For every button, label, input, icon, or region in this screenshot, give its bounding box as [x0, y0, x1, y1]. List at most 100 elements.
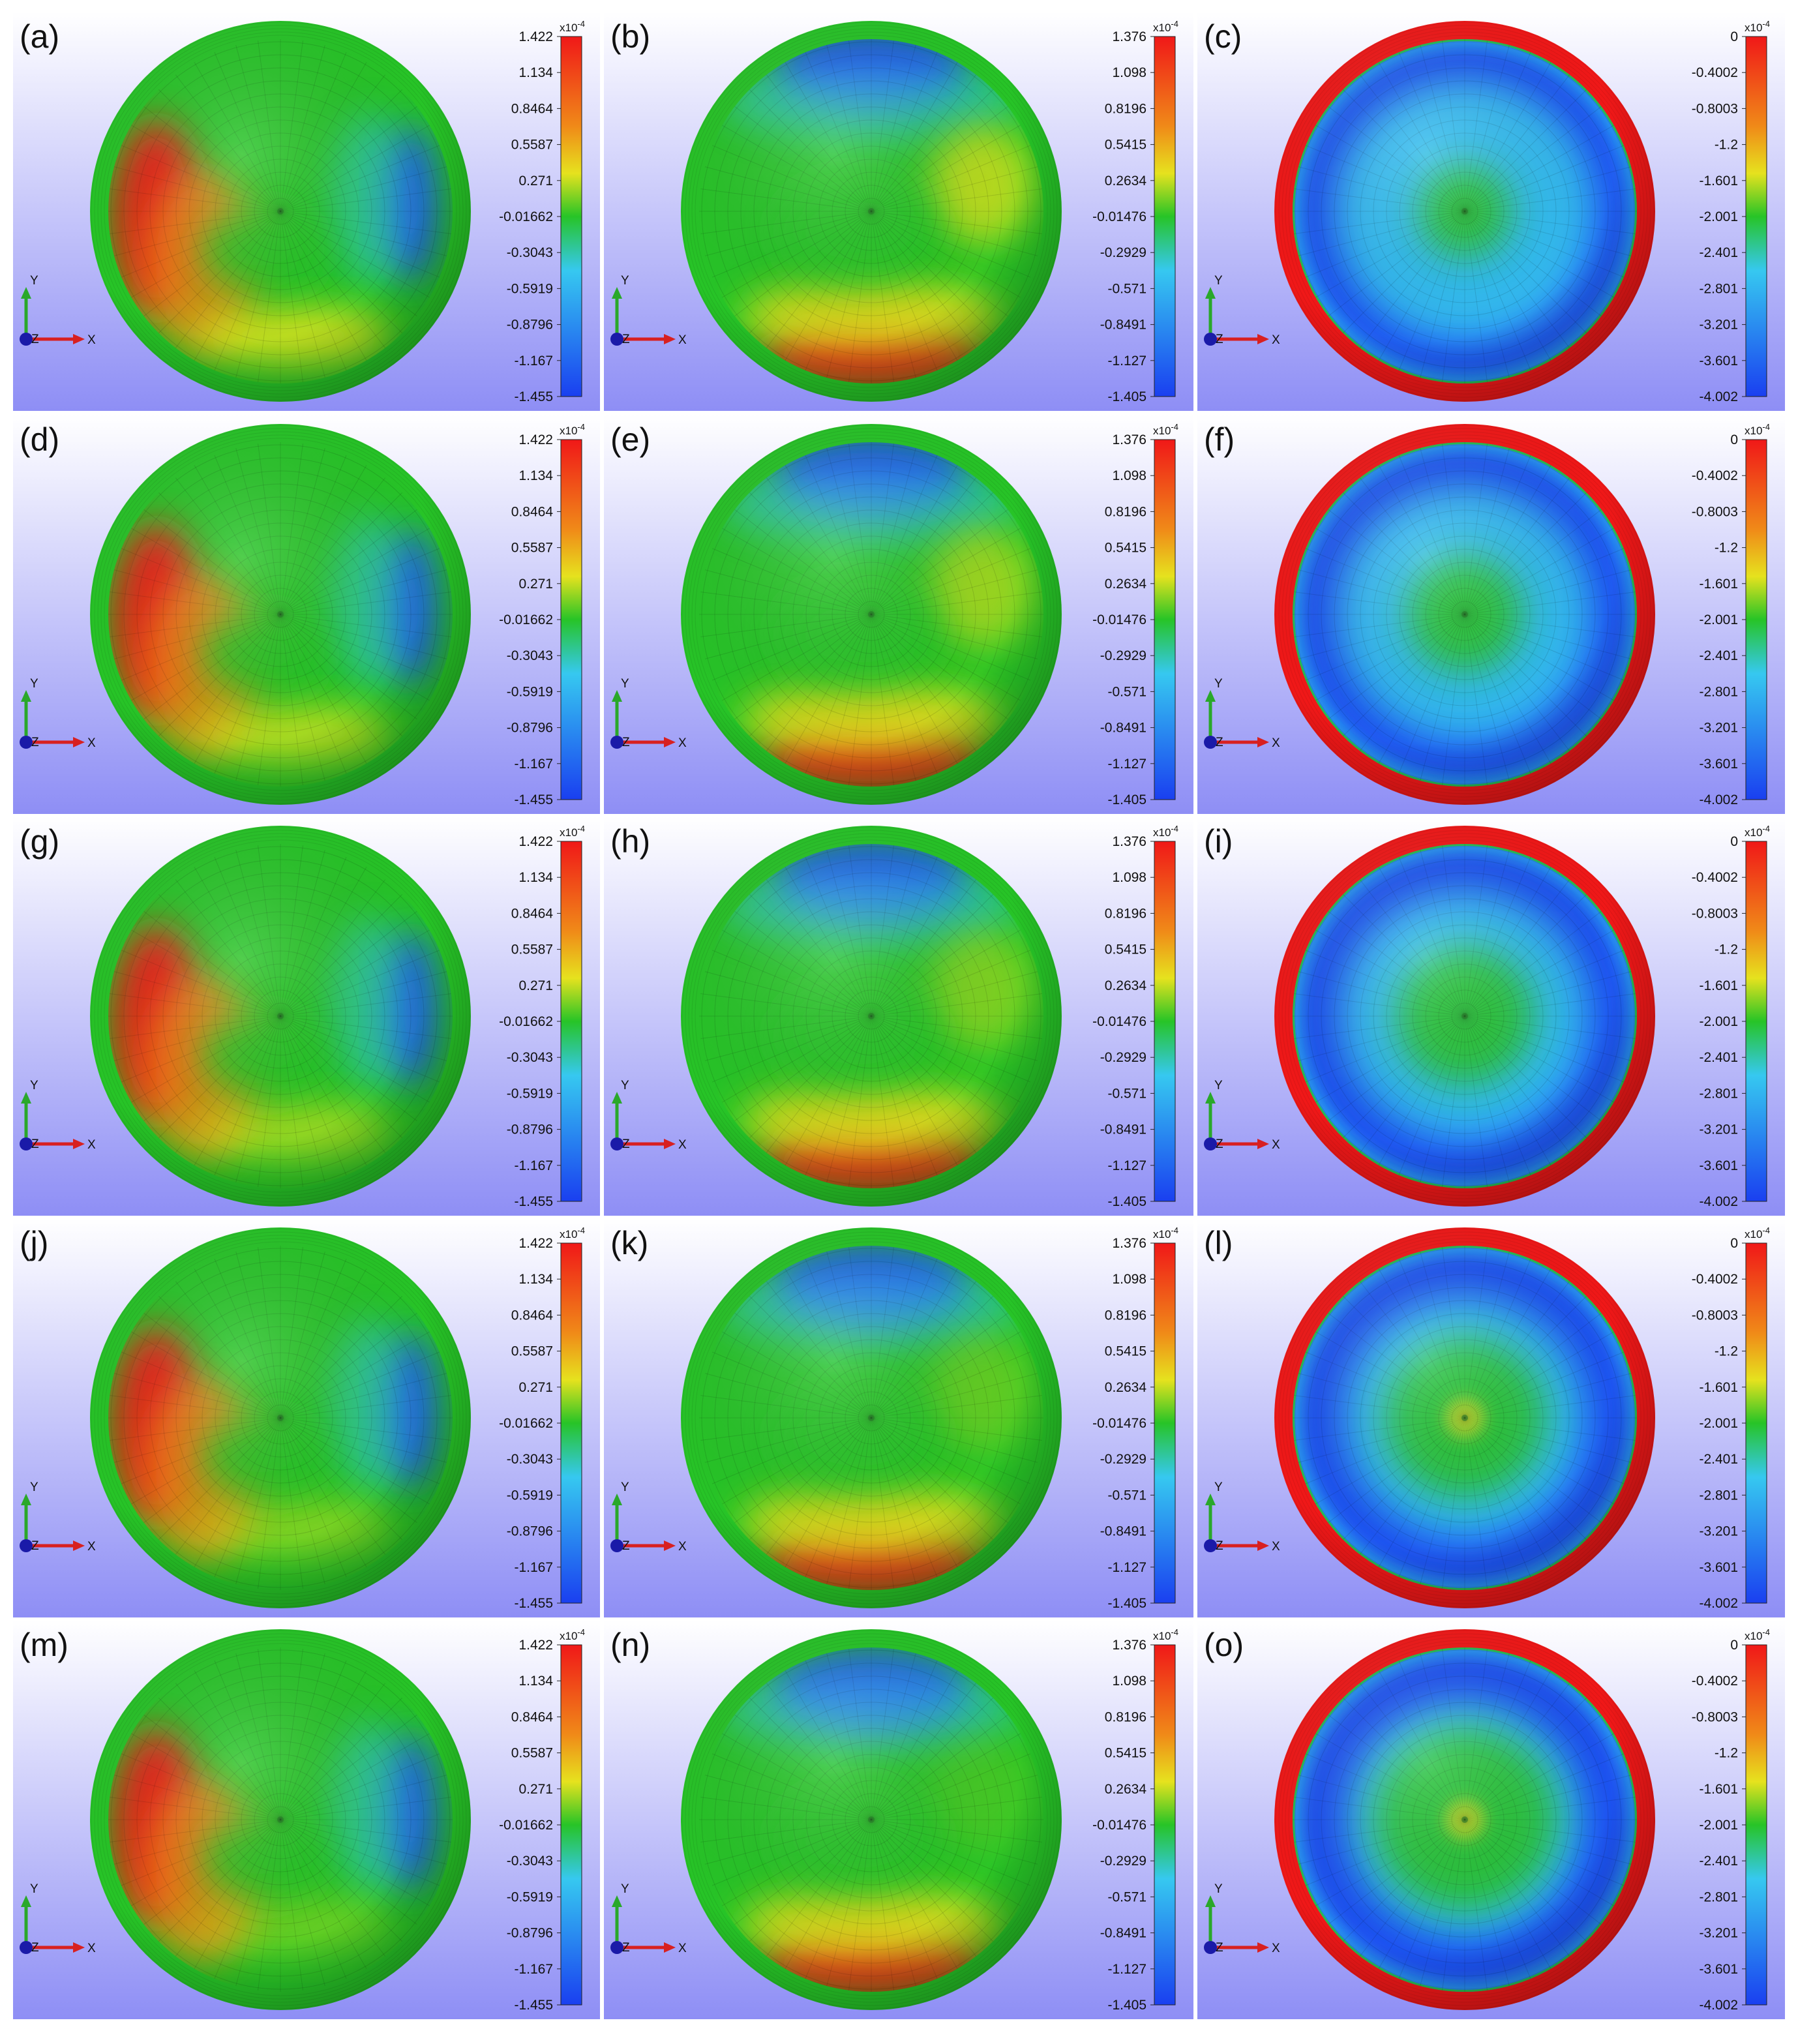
colorbar-tick-label: -2.001: [1699, 1818, 1738, 1833]
colorbar-tick-label: 0.8196: [1105, 1709, 1146, 1724]
colorbar-tick-label: 0.8464: [511, 101, 554, 116]
svg-text:X: X: [1272, 333, 1280, 347]
colorbar-tick-label: -0.2929: [1100, 1050, 1146, 1065]
svg-text:X: X: [1272, 736, 1280, 750]
svg-text:X: X: [678, 1540, 687, 1554]
colorbar-tick-label: 1.134: [518, 1272, 553, 1287]
panel-label: (e): [610, 421, 650, 458]
colorbar-tick-label: -4.002: [1699, 1596, 1738, 1611]
colorbar-tick-label: -1.601: [1699, 1380, 1738, 1395]
colorbar-tick-label: -1.455: [514, 389, 553, 404]
colorbar-exponent: x10-4: [1153, 19, 1178, 34]
panel-label: (m): [20, 1627, 68, 1663]
svg-text:Z: Z: [622, 736, 630, 749]
axis-triad: Y X Z: [610, 1079, 687, 1152]
panel-label: (f): [1204, 421, 1235, 458]
svg-text:Z: Z: [31, 1941, 39, 1955]
colorbar-exponent: x10-4: [560, 824, 585, 839]
svg-text:X: X: [87, 1540, 96, 1554]
colorbar-tick-label: -0.8491: [1100, 1122, 1146, 1137]
colorbar: x10-4 1.422 1.134 0.8464 0.5587 0.271 -0.01662…: [499, 824, 585, 1209]
svg-text:Z: Z: [622, 1539, 630, 1553]
colorbar-tick-label: -0.4002: [1692, 1674, 1738, 1689]
svg-text:X: X: [1272, 1138, 1280, 1152]
colorbar-tick-label: -0.5919: [507, 281, 553, 296]
colorbar-tick-label: -1.455: [514, 1998, 553, 2013]
colorbar: x10-4 1.376 1.098 0.8196 0.5415 0.2634 -0.0147…: [1092, 422, 1178, 807]
colorbar-tick-label: -1.455: [514, 792, 553, 807]
svg-text:X: X: [678, 333, 687, 347]
colorbar-exponent: x10-4: [1153, 422, 1178, 437]
colorbar-tick-label: -3.201: [1699, 318, 1738, 333]
colorbar-tick-label: 1.422: [518, 834, 553, 849]
colorbar-tick-label: 0.5415: [1105, 1746, 1146, 1761]
svg-text:Z: Z: [622, 1137, 630, 1151]
colorbar-tick-label: 1.376: [1112, 29, 1146, 44]
svg-text:X: X: [87, 1942, 96, 1955]
axis-triad: Y X Z: [20, 1882, 96, 1955]
colorbar-tick-label: 1.098: [1112, 870, 1146, 885]
colorbar-tick-label: -0.8003: [1692, 101, 1738, 116]
colorbar-tick-label: -1.2: [1715, 1746, 1738, 1761]
colorbar-tick-label: 1.098: [1112, 1674, 1146, 1689]
colorbar-tick-label: -0.01662: [499, 1014, 553, 1029]
colorbar-tick-label: -1.167: [514, 1962, 553, 1977]
colorbar-exponent: x10-4: [1153, 824, 1178, 839]
colorbar-tick-label: -1.601: [1699, 173, 1738, 188]
svg-text:Z: Z: [622, 1941, 630, 1955]
colorbar-exponent: x10-4: [560, 1225, 585, 1240]
axis-triad: Y X Z: [1204, 1480, 1280, 1554]
colorbar-tick-label: -1.2: [1715, 942, 1738, 957]
colorbar-tick-label: -2.001: [1699, 612, 1738, 627]
colorbar-tick-label: 0.271: [518, 1380, 553, 1395]
colorbar-tick-label: -0.8796: [507, 1122, 553, 1137]
colorbar-tick-label: 0.5587: [511, 541, 553, 556]
colorbar-tick-label: -1.455: [514, 1194, 553, 1209]
svg-text:Y: Y: [621, 1079, 629, 1092]
svg-text:Y: Y: [1214, 677, 1223, 691]
svg-text:Y: Y: [621, 1882, 629, 1896]
colorbar-exponent: x10-4: [1745, 824, 1770, 839]
colorbar-tick-label: 0.5415: [1105, 942, 1146, 957]
colorbar-exponent: x10-4: [1153, 1225, 1178, 1240]
colorbar-tick-label: -0.2929: [1100, 245, 1146, 260]
colorbar-tick-label: -0.3043: [507, 1452, 553, 1467]
colorbar-tick-label: 0.5415: [1105, 541, 1146, 556]
colorbar: x10-4 0 -0.4002 -0.8003 -1.2 -1.601 -2.001 -2.4…: [1692, 1627, 1770, 2013]
colorbar-tick-label: -0.8491: [1100, 721, 1146, 736]
axis-triad: Y X Z: [610, 1480, 687, 1554]
panel-label: (h): [610, 823, 650, 860]
colorbar-tick-label: 1.376: [1112, 1236, 1146, 1251]
colorbar-tick-label: -0.4002: [1692, 65, 1738, 80]
axis-triad: Y X Z: [1204, 677, 1280, 750]
colorbar-tick-label: -3.601: [1699, 1962, 1738, 1977]
colorbar-tick-label: -2.401: [1699, 245, 1738, 260]
colorbar-tick-label: -2.401: [1699, 1854, 1738, 1869]
colorbar-tick-label: 1.098: [1112, 468, 1146, 483]
svg-text:Z: Z: [1216, 736, 1223, 749]
colorbar-tick-label: 0.271: [518, 577, 553, 592]
colorbar-exponent: x10-4: [1153, 1627, 1178, 1642]
svg-text:Z: Z: [31, 736, 39, 749]
colorbar-tick-label: -2.801: [1699, 1889, 1738, 1904]
colorbar-tick-label: -1.601: [1699, 577, 1738, 592]
svg-text:Z: Z: [1216, 1539, 1223, 1553]
axis-triad: Y X Z: [1204, 1882, 1280, 1955]
colorbar-tick-label: -2.801: [1699, 1488, 1738, 1503]
colorbar: x10-4 0 -0.4002 -0.8003 -1.2 -1.601 -2.001 -2.4…: [1692, 1225, 1770, 1611]
svg-text:Z: Z: [1216, 333, 1223, 346]
svg-text:Y: Y: [30, 1480, 38, 1494]
colorbar-tick-label: -1.127: [1107, 1158, 1146, 1173]
svg-text:Y: Y: [30, 1079, 38, 1092]
